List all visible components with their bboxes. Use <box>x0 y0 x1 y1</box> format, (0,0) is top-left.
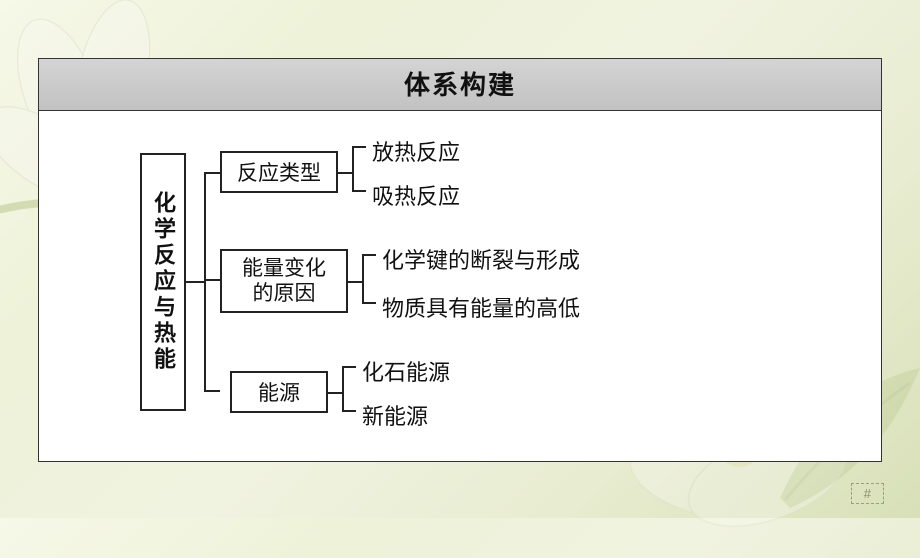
root-node: 化学反应与热能 <box>140 153 186 411</box>
panel-title: 体系构建 <box>404 70 516 100</box>
bracket-reason <box>348 241 378 307</box>
node-type: 反应类型 <box>220 151 338 193</box>
root-label: 化学反应与热能 <box>147 191 179 373</box>
page-number: # <box>851 483 884 504</box>
leaf-type-1: 吸热反应 <box>372 179 460 211</box>
bracket-type <box>338 133 368 195</box>
leaf-reason-1: 物质具有能量的高低 <box>382 291 580 323</box>
node-reason: 能量变化的原因 <box>220 249 348 313</box>
leaf-energy-0: 化石能源 <box>362 355 450 387</box>
root-bracket <box>186 155 220 409</box>
leaf-type-0: 放热反应 <box>372 135 460 167</box>
leaf-energy-1: 新能源 <box>362 399 428 431</box>
node-energy: 能源 <box>230 371 328 413</box>
leaf-reason-0: 化学键的断裂与形成 <box>382 243 580 275</box>
panel-header: 体系构建 <box>39 59 881 111</box>
bracket-energy <box>328 353 358 415</box>
concept-tree-diagram: 化学反应与热能 反应类型 放热反应吸热反应能量变化的原因 化学键的断裂与形成物质具有能… <box>140 133 780 433</box>
panel-body: 化学反应与热能 反应类型 放热反应吸热反应能量变化的原因 化学键的断裂与形成物质具有能… <box>39 111 881 461</box>
content-panel: 体系构建 化学反应与热能 反应类型 放热反应吸热反应能量变化的原因 化学键的断裂与形成… <box>38 58 882 462</box>
